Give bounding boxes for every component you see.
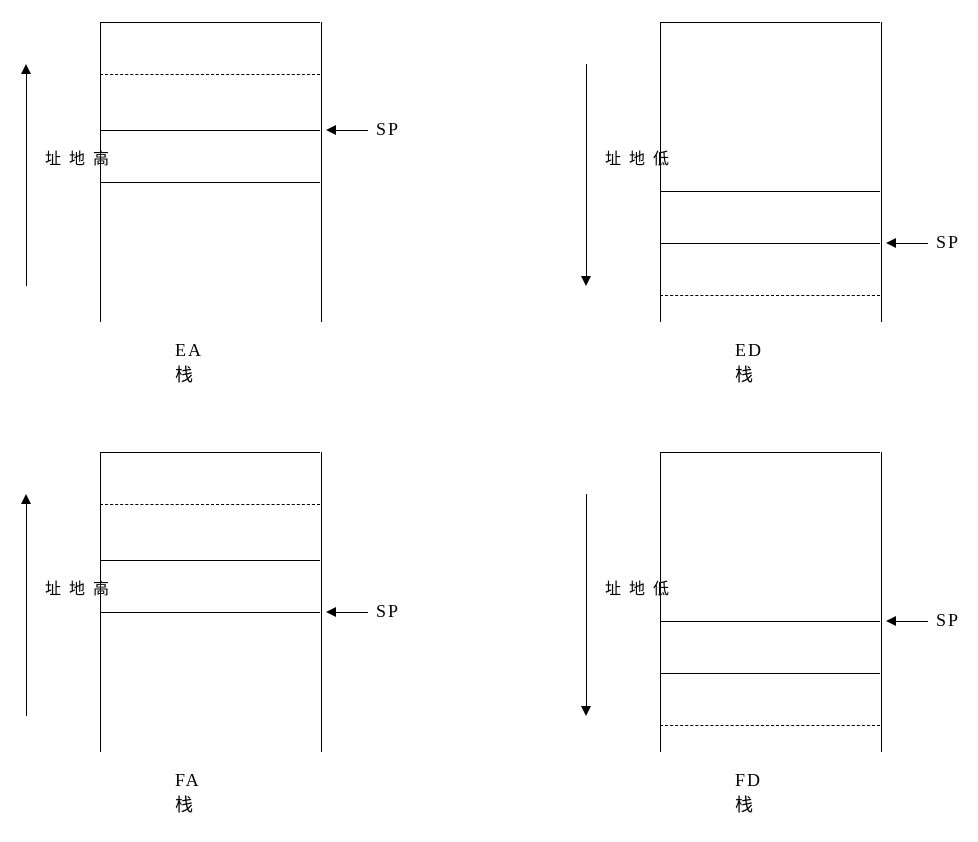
arrow-down-icon — [581, 276, 591, 286]
ea-line-dashed — [100, 74, 320, 75]
arrow-left-icon — [886, 616, 896, 626]
arrow-left-icon — [326, 125, 336, 135]
ed-line-sp — [660, 243, 880, 244]
fa-sp-label: SP — [376, 601, 400, 622]
fa-line-dashed — [100, 504, 320, 505]
ed-box — [660, 22, 882, 322]
fd-line-dashed — [660, 725, 880, 726]
ed-caption: ED栈 — [735, 340, 763, 387]
ed-line-dashed — [660, 295, 880, 296]
fd-caption: FD栈 — [735, 770, 762, 817]
arrow-up-icon — [21, 494, 31, 504]
ea-arrow-line — [336, 130, 368, 131]
fa-arrow-line — [336, 612, 368, 613]
fa-box — [100, 452, 322, 752]
fa-side-label: 高地址 — [38, 580, 110, 602]
ea-line-3 — [100, 182, 320, 183]
fa-side-line — [26, 504, 27, 716]
arrow-left-icon — [886, 238, 896, 248]
ed-line-top — [660, 22, 880, 23]
fd-side-label: 低地址 — [598, 580, 670, 602]
ea-side-label: 高地址 — [38, 150, 110, 172]
ea-sp-label: SP — [376, 119, 400, 140]
fa-line-2 — [100, 560, 320, 561]
fd-line-top — [660, 452, 880, 453]
fd-box — [660, 452, 882, 752]
fa-line-top — [100, 452, 320, 453]
arrow-up-icon — [21, 64, 31, 74]
ea-box — [100, 22, 322, 322]
ea-line-sp — [100, 130, 320, 131]
fd-arrow-line — [896, 621, 928, 622]
ea-line-top — [100, 22, 320, 23]
ea-caption: EA栈 — [175, 340, 203, 387]
fd-line-2 — [660, 673, 880, 674]
ed-arrow-line — [896, 243, 928, 244]
ed-sp-label: SP — [936, 232, 960, 253]
fd-side-line — [586, 494, 587, 706]
fa-caption: FA栈 — [175, 770, 201, 817]
ed-side-line — [586, 64, 587, 276]
arrow-left-icon — [326, 607, 336, 617]
fd-sp-label: SP — [936, 610, 960, 631]
fa-line-sp — [100, 612, 320, 613]
arrow-down-icon — [581, 706, 591, 716]
ed-side-label: 低地址 — [598, 150, 670, 172]
fd-line-sp — [660, 621, 880, 622]
ea-side-line — [26, 74, 27, 286]
ed-line-1 — [660, 191, 880, 192]
